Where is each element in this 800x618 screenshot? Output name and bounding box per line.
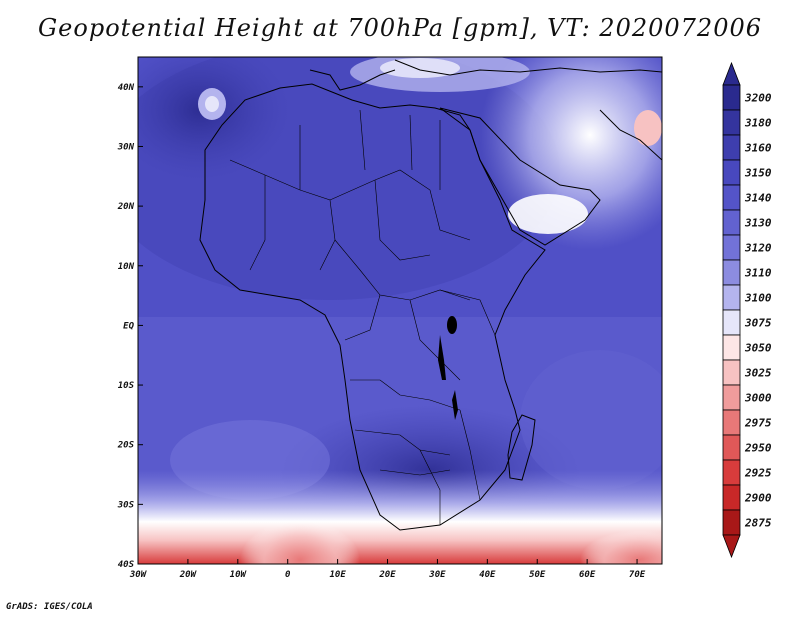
axis-ticks: 30W 20W 10W 0 10E 20E 30E 40E 50E 60E 70E 40N 30N 20N… [117, 83, 646, 580]
y-tick-label: 30S [117, 500, 135, 510]
colorbar-swatch [722, 309, 741, 336]
colorbar-label: 3200 [744, 92, 772, 105]
colorbar-swatch [722, 509, 741, 536]
colorbar-label: 2925 [744, 467, 772, 480]
colorbar-swatch [722, 184, 741, 211]
colorbar-label: 3050 [744, 342, 772, 355]
colorbar-top-arrow [722, 61, 741, 86]
x-tick-label: 60E [579, 570, 596, 580]
colorbar-swatch [722, 259, 741, 286]
y-tick-label: 40S [118, 560, 135, 570]
colorbar-label: 3000 [744, 392, 772, 405]
y-tick-label: 20N [117, 202, 135, 212]
x-tick-label: 50E [529, 570, 546, 580]
colorbar-swatch [722, 384, 741, 411]
colorbar-label: 3075 [744, 317, 772, 330]
y-tick-label: 20S [117, 441, 135, 451]
colorbar-swatch [722, 209, 741, 236]
x-tick-label: 10W [230, 570, 248, 580]
colorbar-swatch [722, 284, 741, 311]
y-tick-label: 10S [118, 381, 135, 391]
country-borders [229, 109, 496, 525]
lakes [438, 316, 458, 420]
colorbar-label: 3140 [744, 192, 772, 205]
colorbar-label: 3150 [744, 167, 772, 180]
x-tick-label: 20W [179, 570, 198, 580]
y-tick-label: EQ [123, 321, 134, 331]
colorbar-swatch [722, 459, 741, 486]
x-tick-label: 0 [285, 570, 291, 580]
credit-text: GrADS: IGES/COLA [6, 602, 93, 612]
colorbar-swatch [722, 84, 741, 111]
x-tick-label: 20E [378, 570, 396, 580]
colorbar-label: 3160 [744, 142, 772, 155]
colorbar-label: 3100 [744, 292, 772, 305]
colorbar-label: 2900 [744, 492, 772, 505]
colorbar-swatch [722, 359, 741, 386]
figure-title: Geopotential Height at 700hPa [gpm], VT:… [38, 14, 762, 42]
colorbar-label: 2875 [744, 517, 772, 530]
colorbar-label: 3130 [744, 217, 772, 230]
x-tick-label: 40E [479, 570, 496, 580]
colorbar-swatch [722, 234, 741, 261]
x-tick-label: 70E [629, 570, 646, 580]
colorbar-label: 3120 [744, 242, 772, 255]
colorbar-swatch [722, 109, 741, 136]
colorbar-swatch [722, 159, 741, 186]
map-frame [137, 56, 663, 565]
y-tick-label: 30N [117, 142, 135, 152]
colorbar-bottom-arrow [722, 534, 741, 559]
colorbar-swatch [722, 334, 741, 361]
colorbar-swatch [722, 434, 741, 461]
y-tick-label: 10N [118, 262, 135, 272]
coastlines [199, 59, 662, 531]
x-tick-label: 30W [129, 570, 148, 580]
x-tick-label: 10E [329, 570, 346, 580]
colorbar-swatch [722, 134, 741, 161]
height-field [138, 57, 662, 564]
colorbar-label: 3110 [744, 267, 772, 280]
colorbar-label: 2975 [744, 417, 772, 430]
colorbar-label: 3025 [744, 367, 772, 380]
x-tick-label: 30E [428, 570, 446, 580]
y-tick-label: 40N [118, 83, 135, 93]
colorbar-swatch [722, 484, 741, 511]
colorbar-label: 3180 [744, 117, 772, 130]
colorbar-label: 2950 [744, 442, 772, 455]
colorbar-swatch [722, 409, 741, 436]
colorbar: 3200 3180 3160 3150 3140 3130 3120 3110 3100 3075… [722, 61, 772, 559]
